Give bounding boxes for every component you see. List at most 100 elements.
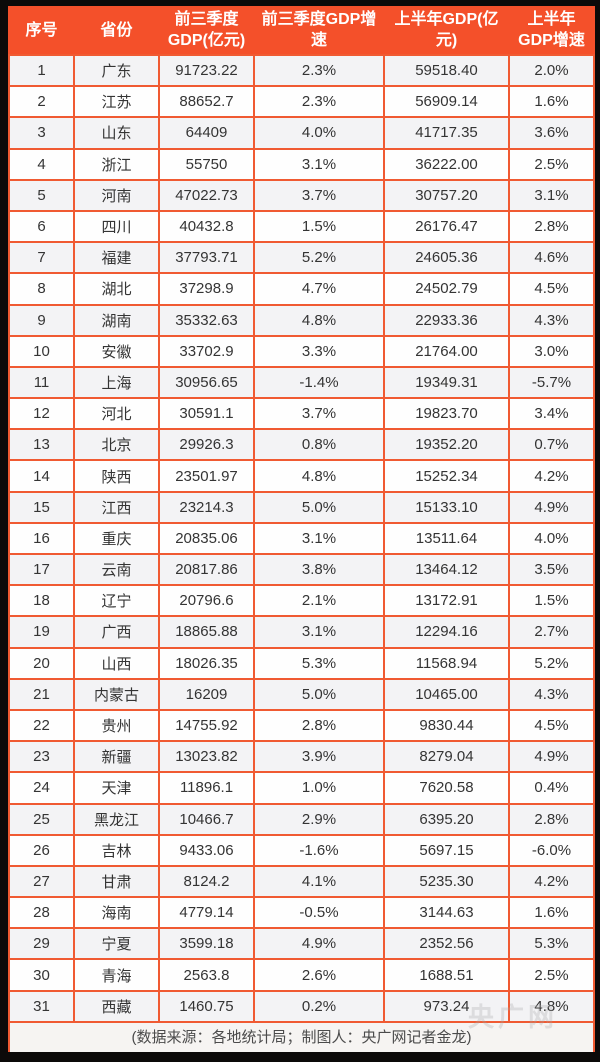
cell-q3-growth: 0.8% [253, 428, 385, 462]
cell-q3-growth: 4.1% [253, 864, 385, 899]
cell-h1-growth: 2.8% [508, 802, 595, 836]
cell-q3-gdp: 55750 [158, 147, 255, 181]
cell-q3-gdp: 37298.9 [158, 272, 255, 306]
cell-rank: 27 [8, 864, 75, 899]
gdp-table: 序号 省份 前三季度GDP(亿元) 前三季度GDP增速 上半年GDP(亿元) 上… [8, 6, 595, 1023]
cell-province: 江西 [73, 490, 160, 524]
cell-rank: 6 [8, 209, 75, 244]
cell-h1-growth: 5.3% [508, 927, 595, 961]
cell-rank: 28 [8, 896, 75, 930]
cell-h1-growth: 2.5% [508, 147, 595, 181]
cell-h1-gdp: 36222.00 [383, 147, 510, 181]
cell-q3-growth: 3.3% [253, 334, 385, 368]
cell-q3-gdp: 47022.73 [158, 178, 255, 212]
table-row: 11 上海 30956.65 -1.4% 19349.31 -5.7% [8, 365, 595, 400]
cell-h1-growth: 2.7% [508, 615, 595, 649]
cell-h1-gdp: 5235.30 [383, 864, 510, 899]
cell-province: 山东 [73, 116, 160, 150]
cell-rank: 17 [8, 552, 75, 587]
cell-q3-gdp: 35332.63 [158, 303, 255, 337]
cell-q3-gdp: 88652.7 [158, 85, 255, 119]
cell-h1-growth: 1.6% [508, 896, 595, 930]
cell-h1-gdp: 21764.00 [383, 334, 510, 368]
table-row: 7 福建 37793.71 5.2% 24605.36 4.6% [8, 241, 595, 275]
cell-q3-growth: 3.1% [253, 615, 385, 649]
cell-q3-growth: 2.6% [253, 958, 385, 992]
cell-province: 河北 [73, 397, 160, 431]
col-header-h1-growth: 上半年GDP增速 [508, 6, 595, 56]
table-row: 9 湖南 35332.63 4.8% 22933.36 4.3% [8, 303, 595, 337]
cell-province: 西藏 [73, 989, 160, 1023]
table-row: 18 辽宁 20796.6 2.1% 13172.91 1.5% [8, 584, 595, 618]
table-row: 15 江西 23214.3 5.0% 15133.10 4.9% [8, 490, 595, 524]
table-row: 16 重庆 20835.06 3.1% 13511.64 4.0% [8, 521, 595, 556]
cell-q3-gdp: 8124.2 [158, 864, 255, 899]
cell-h1-growth: 3.0% [508, 334, 595, 368]
cell-h1-growth: 1.6% [508, 85, 595, 119]
cell-q3-growth: -1.4% [253, 365, 385, 400]
cell-h1-growth: 2.8% [508, 209, 595, 244]
table-row: 8 湖北 37298.9 4.7% 24502.79 4.5% [8, 272, 595, 306]
cell-h1-gdp: 26176.47 [383, 209, 510, 244]
cell-province: 湖北 [73, 272, 160, 306]
cell-province: 重庆 [73, 521, 160, 556]
cell-h1-growth: 0.7% [508, 428, 595, 462]
cell-rank: 12 [8, 397, 75, 431]
cell-province: 青海 [73, 958, 160, 992]
table-row: 27 甘肃 8124.2 4.1% 5235.30 4.2% [8, 864, 595, 899]
cell-h1-gdp: 12294.16 [383, 615, 510, 649]
cell-q3-growth: 5.0% [253, 677, 385, 711]
cell-h1-growth: 3.5% [508, 552, 595, 587]
cell-h1-growth: 1.5% [508, 584, 595, 618]
table-row: 6 四川 40432.8 1.5% 26176.47 2.8% [8, 209, 595, 244]
table-row: 19 广西 18865.88 3.1% 12294.16 2.7% [8, 615, 595, 649]
cell-q3-gdp: 37793.71 [158, 241, 255, 275]
cell-q3-gdp: 64409 [158, 116, 255, 150]
table-row: 29 宁夏 3599.18 4.9% 2352.56 5.3% [8, 927, 595, 961]
cell-h1-gdp: 59518.40 [383, 53, 510, 88]
cell-h1-gdp: 11568.94 [383, 646, 510, 680]
cell-province: 吉林 [73, 833, 160, 867]
table-row: 12 河北 30591.1 3.7% 19823.70 3.4% [8, 397, 595, 431]
cell-province: 天津 [73, 771, 160, 805]
cell-q3-growth: 2.8% [253, 708, 385, 743]
cell-h1-gdp: 24502.79 [383, 272, 510, 306]
cell-h1-growth: 5.2% [508, 646, 595, 680]
cell-q3-gdp: 4779.14 [158, 896, 255, 930]
cell-q3-gdp: 23501.97 [158, 459, 255, 493]
cell-rank: 19 [8, 615, 75, 649]
cell-q3-growth: 3.9% [253, 740, 385, 774]
cell-q3-growth: 5.0% [253, 490, 385, 524]
table-header: 序号 省份 前三季度GDP(亿元) 前三季度GDP增速 上半年GDP(亿元) 上… [8, 6, 595, 56]
cell-h1-gdp: 3144.63 [383, 896, 510, 930]
cell-rank: 23 [8, 740, 75, 774]
col-header-h1-gdp: 上半年GDP(亿元) [383, 6, 510, 56]
cell-q3-gdp: 14755.92 [158, 708, 255, 743]
cell-q3-growth: 4.8% [253, 459, 385, 493]
cell-rank: 10 [8, 334, 75, 368]
table-row: 26 吉林 9433.06 -1.6% 5697.15 -6.0% [8, 833, 595, 867]
cell-q3-growth: 3.1% [253, 147, 385, 181]
col-header-province: 省份 [73, 6, 160, 56]
cell-province: 安徽 [73, 334, 160, 368]
cell-rank: 24 [8, 771, 75, 805]
cell-h1-growth: 4.3% [508, 303, 595, 337]
cell-h1-growth: 4.9% [508, 740, 595, 774]
cell-h1-growth: 2.0% [508, 53, 595, 88]
cell-q3-growth: 0.2% [253, 989, 385, 1023]
table-row: 14 陕西 23501.97 4.8% 15252.34 4.2% [8, 459, 595, 493]
cell-rank: 15 [8, 490, 75, 524]
cell-rank: 30 [8, 958, 75, 992]
cell-q3-growth: 4.9% [253, 927, 385, 961]
cell-rank: 5 [8, 178, 75, 212]
table-row: 2 江苏 88652.7 2.3% 56909.14 1.6% [8, 85, 595, 119]
cell-province: 陕西 [73, 459, 160, 493]
table-row: 21 内蒙古 16209 5.0% 10465.00 4.3% [8, 677, 595, 711]
cell-q3-growth: 4.7% [253, 272, 385, 306]
cell-province: 河南 [73, 178, 160, 212]
cell-h1-gdp: 56909.14 [383, 85, 510, 119]
cell-q3-growth: 2.9% [253, 802, 385, 836]
cell-rank: 1 [8, 53, 75, 88]
cell-h1-gdp: 15133.10 [383, 490, 510, 524]
table-row: 30 青海 2563.8 2.6% 1688.51 2.5% [8, 958, 595, 992]
